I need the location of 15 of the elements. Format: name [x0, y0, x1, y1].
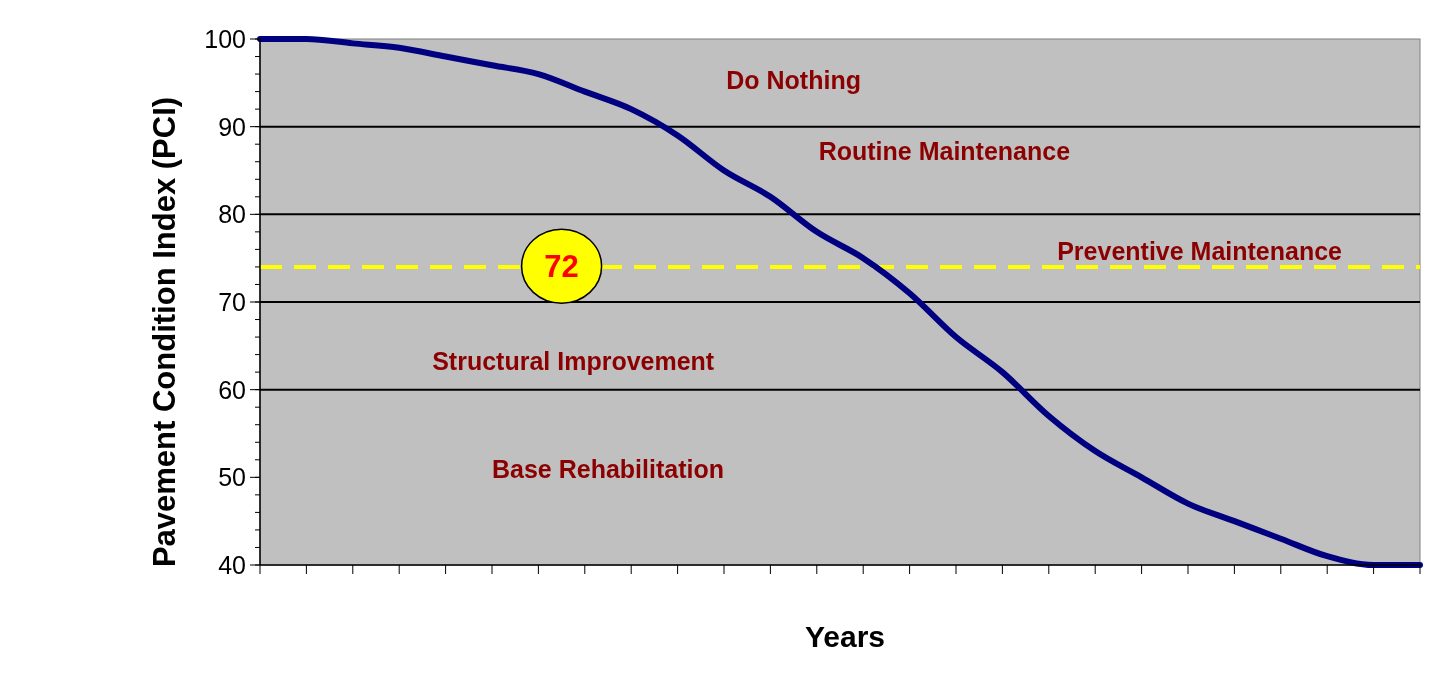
y-tick-label: 60	[218, 375, 246, 404]
annotation: Routine Maintenance	[818, 137, 1071, 166]
y-tick-label: 80	[218, 200, 246, 229]
annotation: Do Nothing	[726, 66, 861, 95]
annotation: 72	[544, 249, 579, 285]
y-tick-label: 50	[218, 463, 246, 492]
y-tick-label: 90	[218, 112, 246, 141]
y-tick-label: 100	[204, 25, 246, 53]
y-tick-label: 70	[218, 288, 246, 316]
annotation: Structural Improvement	[432, 347, 715, 376]
annotation: Base Rehabilitation	[492, 455, 724, 484]
annotation: Preventive Maintenance	[1057, 237, 1343, 266]
y-tick-label: 40	[218, 551, 246, 579]
x-axis-title: Years	[804, 620, 886, 653]
y-axis-title: Pavement Condition Index (PCI)	[147, 96, 182, 568]
